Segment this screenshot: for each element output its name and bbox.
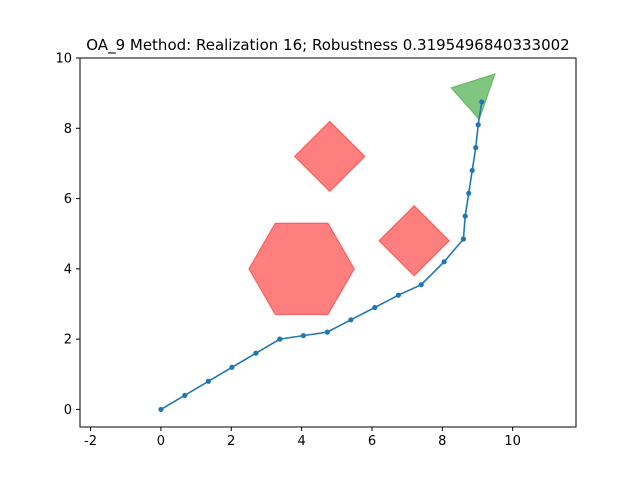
x-axis: -2 0 2 4 6 8 10 xyxy=(84,427,521,449)
y-tick-label: 2 xyxy=(64,333,72,348)
trajectory-point-17 xyxy=(469,167,475,174)
x-tick-label: 4 xyxy=(297,434,305,449)
trajectory-point-8 xyxy=(324,329,330,335)
trajectory-point-16 xyxy=(466,190,472,196)
trajectory-point-6 xyxy=(277,336,283,342)
plot-frame xyxy=(79,57,577,428)
y-tick-label: 6 xyxy=(64,192,72,207)
obstacle-diamond-3 xyxy=(378,204,451,277)
trajectory-point-11 xyxy=(395,292,401,298)
obstacle-hexagon-2 xyxy=(248,222,355,316)
trajectory-point-9 xyxy=(348,317,354,323)
chart-title: OA_9 Method: Realization 16; Robustness … xyxy=(86,36,569,55)
trajectory-point-12 xyxy=(418,282,424,288)
trajectory-point-10 xyxy=(372,304,378,311)
trajectory-line xyxy=(160,101,483,411)
trajectory-point-13 xyxy=(441,259,447,265)
y-tick-label: 10 xyxy=(55,52,72,67)
trajectory-point-2 xyxy=(182,392,188,398)
y-tick-label: 8 xyxy=(64,122,72,137)
series-layer xyxy=(158,99,485,413)
x-tick-label: 10 xyxy=(504,434,521,449)
trajectory-point-19 xyxy=(475,122,481,128)
y-tick-label: 4 xyxy=(64,262,72,277)
x-tick-label: -2 xyxy=(84,434,97,449)
trajectory-point-1 xyxy=(158,406,164,413)
x-tick-label: 6 xyxy=(368,434,376,449)
goal-triangle xyxy=(450,73,496,121)
x-tick-label: 8 xyxy=(438,434,446,449)
obstacles-layer xyxy=(248,120,451,316)
trajectory-point-5 xyxy=(253,350,259,356)
trajectory-point-18 xyxy=(473,145,479,151)
trajectory-point-7 xyxy=(300,333,306,339)
x-tick-label: 2 xyxy=(227,434,235,449)
y-tick-label: 0 xyxy=(64,403,72,418)
trajectory-point-14 xyxy=(460,236,467,242)
goal-layer xyxy=(450,73,496,121)
y-axis: 0 2 4 6 8 10 xyxy=(55,52,80,418)
obstacle-diamond-1 xyxy=(293,120,366,193)
trajectory-point-15 xyxy=(462,213,468,219)
trajectory-point-4 xyxy=(229,364,235,370)
trajectory-point-3 xyxy=(205,378,211,384)
x-tick-label: 0 xyxy=(157,434,165,449)
trajectory-point-20 xyxy=(479,99,485,105)
